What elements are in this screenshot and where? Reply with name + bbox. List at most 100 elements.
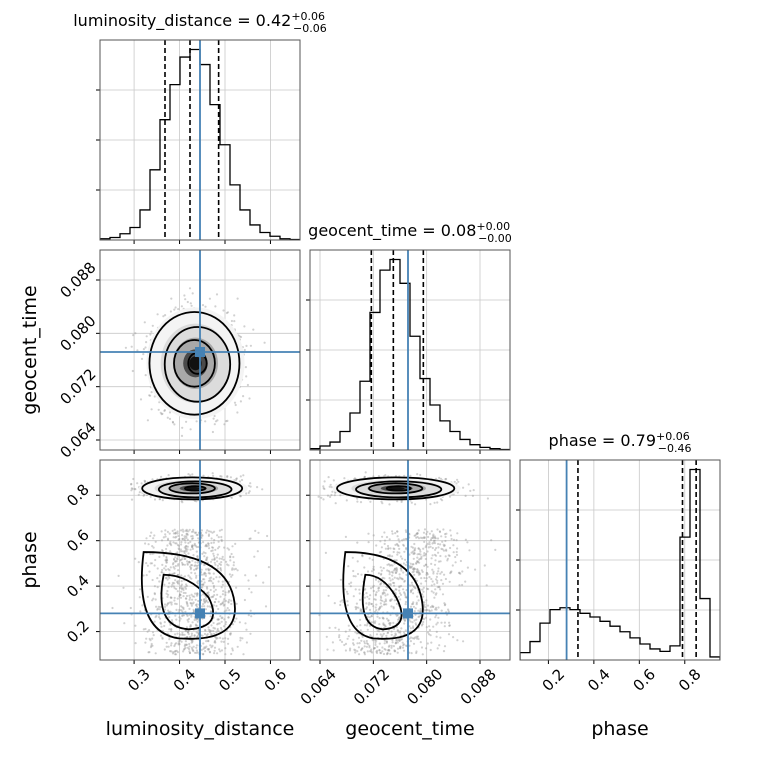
sample-point	[190, 571, 193, 574]
sample-point	[211, 595, 214, 598]
sample-point	[219, 568, 222, 571]
sample-point	[214, 588, 217, 591]
sample-point	[156, 577, 159, 580]
sample-point	[173, 596, 176, 600]
sample-point	[219, 566, 222, 570]
sample-point	[329, 483, 332, 486]
sample-point	[210, 580, 213, 583]
sample-point	[254, 529, 257, 533]
sample-point	[221, 580, 224, 583]
sample-point	[185, 550, 188, 553]
sample-point	[418, 572, 421, 575]
sample-point	[202, 583, 205, 586]
sample-point	[188, 528, 191, 531]
sample-point	[149, 552, 152, 556]
sample-point	[242, 653, 245, 656]
sample-point	[165, 592, 168, 595]
sample-point	[421, 537, 424, 540]
sample-point	[175, 642, 178, 645]
sample-point	[442, 543, 445, 546]
sample-point	[395, 602, 398, 606]
sample-point	[182, 606, 185, 609]
sample-point	[168, 577, 171, 580]
sample-point	[137, 493, 140, 496]
sample-point	[186, 548, 189, 551]
sample-point	[216, 547, 220, 550]
sample-point	[212, 626, 215, 630]
sample-point	[220, 628, 223, 631]
sample-point	[160, 413, 163, 416]
sample-point	[248, 587, 251, 590]
sample-point	[164, 559, 167, 562]
sample-point	[177, 640, 180, 643]
sample-point	[187, 632, 190, 636]
sample-point	[188, 287, 192, 290]
sample-point	[188, 635, 191, 639]
sample-point	[138, 596, 141, 599]
sample-point	[187, 542, 190, 545]
sample-point	[163, 608, 167, 611]
sample-point	[207, 544, 210, 547]
sample-point	[266, 534, 269, 538]
sample-point	[130, 487, 133, 490]
sample-point	[174, 614, 177, 617]
sample-point	[176, 551, 179, 554]
sample-point	[228, 609, 231, 612]
sample-point	[180, 640, 183, 643]
sample-point	[164, 533, 167, 536]
sample-point	[195, 593, 199, 596]
sample-point	[204, 305, 207, 308]
sample-point	[163, 621, 166, 624]
sample-point	[211, 549, 214, 552]
sample-point	[172, 585, 175, 588]
sample-point	[210, 633, 213, 636]
sample-point	[221, 555, 224, 559]
sample-point	[165, 641, 168, 644]
sample-point	[207, 639, 210, 643]
sample-point	[195, 545, 198, 549]
sample-point	[169, 650, 172, 653]
sample-point	[226, 607, 229, 610]
sample-point	[404, 596, 407, 599]
sample-point	[194, 592, 197, 595]
sample-point	[423, 603, 426, 606]
sample-point	[196, 566, 199, 570]
sample-point	[161, 549, 164, 552]
sample-point	[214, 305, 217, 308]
sample-point	[182, 650, 185, 653]
sample-point	[185, 528, 188, 531]
sample-point	[172, 566, 175, 569]
sample-point	[166, 537, 170, 540]
sample-point	[182, 591, 185, 595]
sample-point	[415, 650, 418, 653]
sample-point	[436, 501, 439, 504]
sample-point	[193, 544, 196, 547]
sample-point	[192, 528, 195, 531]
sample-point	[196, 592, 199, 596]
sample-point	[214, 420, 218, 423]
sample-point	[179, 558, 182, 561]
sample-point	[226, 547, 229, 550]
sample-point	[205, 545, 209, 548]
sample-point	[250, 615, 253, 618]
sample-point	[168, 569, 171, 572]
sample-point	[201, 634, 204, 637]
sample-point	[229, 633, 232, 636]
sample-point	[138, 491, 141, 494]
sample-point	[235, 477, 238, 480]
sample-point	[218, 562, 221, 566]
sample-point	[225, 311, 228, 315]
sample-point	[203, 600, 206, 603]
sample-point	[353, 648, 356, 651]
sample-point	[186, 532, 189, 536]
sample-point	[399, 646, 402, 650]
sample-point	[180, 574, 183, 577]
sample-point	[211, 472, 214, 475]
sample-point	[145, 335, 148, 338]
sample-point	[195, 574, 198, 578]
sample-point	[230, 552, 233, 556]
sample-point	[177, 538, 180, 541]
sample-point	[212, 554, 215, 558]
sample-point	[228, 573, 231, 576]
sample-point	[178, 537, 181, 541]
